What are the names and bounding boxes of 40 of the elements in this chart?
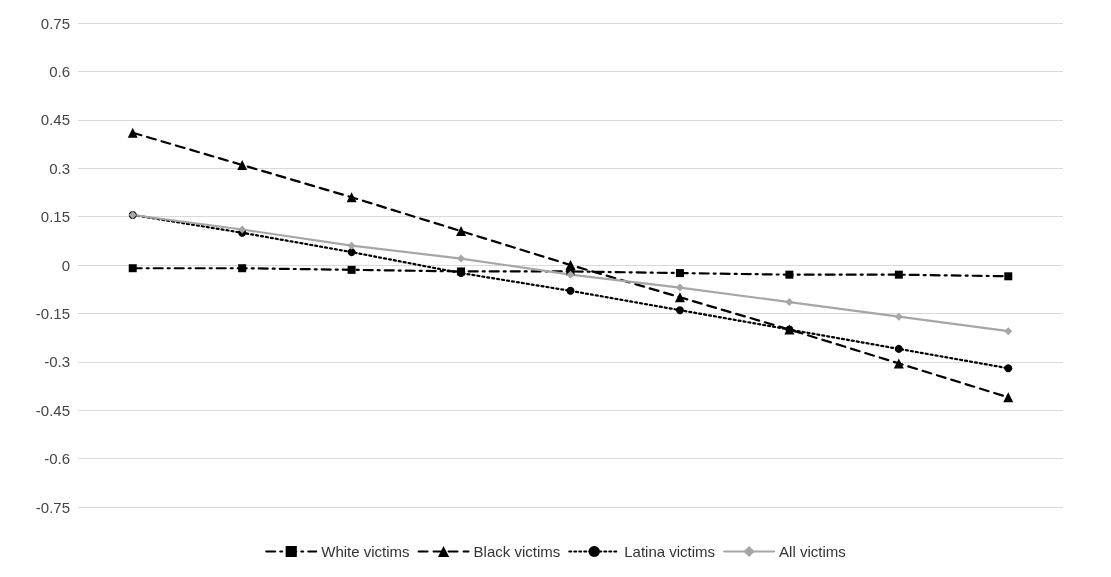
point — [1003, 392, 1014, 403]
y-tick-label: -0.15 — [35, 304, 70, 322]
legend-label: Black victims — [473, 543, 561, 560]
point — [238, 264, 247, 273]
point — [1004, 272, 1013, 281]
legend-label: Latina victims — [624, 543, 716, 560]
point — [128, 264, 137, 273]
y-tick-label: 0.6 — [49, 62, 70, 80]
point — [1004, 364, 1013, 373]
point — [675, 283, 684, 292]
point — [237, 159, 248, 170]
point — [894, 344, 903, 353]
point — [674, 292, 685, 303]
y-tick-label: 0.3 — [49, 159, 70, 177]
point — [347, 265, 356, 274]
legend-label: White victims — [321, 543, 410, 560]
point — [346, 192, 357, 203]
point — [457, 254, 466, 263]
point — [785, 298, 794, 307]
y-tick-label: -0.6 — [44, 450, 70, 468]
y-tick-label: -0.75 — [35, 498, 70, 516]
y-tick-label: 0.75 — [40, 14, 70, 32]
point — [1004, 327, 1013, 336]
point — [894, 270, 903, 279]
point — [566, 286, 575, 295]
point — [456, 226, 467, 237]
y-tick-label: 0.15 — [40, 208, 70, 226]
y-tick-label: -0.3 — [44, 353, 70, 371]
point — [675, 269, 684, 278]
point — [347, 241, 356, 250]
point — [675, 306, 684, 315]
point — [127, 127, 138, 138]
y-tick-label: 0.45 — [40, 111, 70, 129]
point — [894, 312, 903, 321]
y-tick-label: -0.45 — [35, 401, 70, 419]
point — [565, 260, 576, 270]
point — [785, 270, 794, 279]
legend-label: All victims — [779, 543, 846, 560]
y-tick-label: 0 — [61, 256, 70, 274]
point — [893, 358, 904, 369]
